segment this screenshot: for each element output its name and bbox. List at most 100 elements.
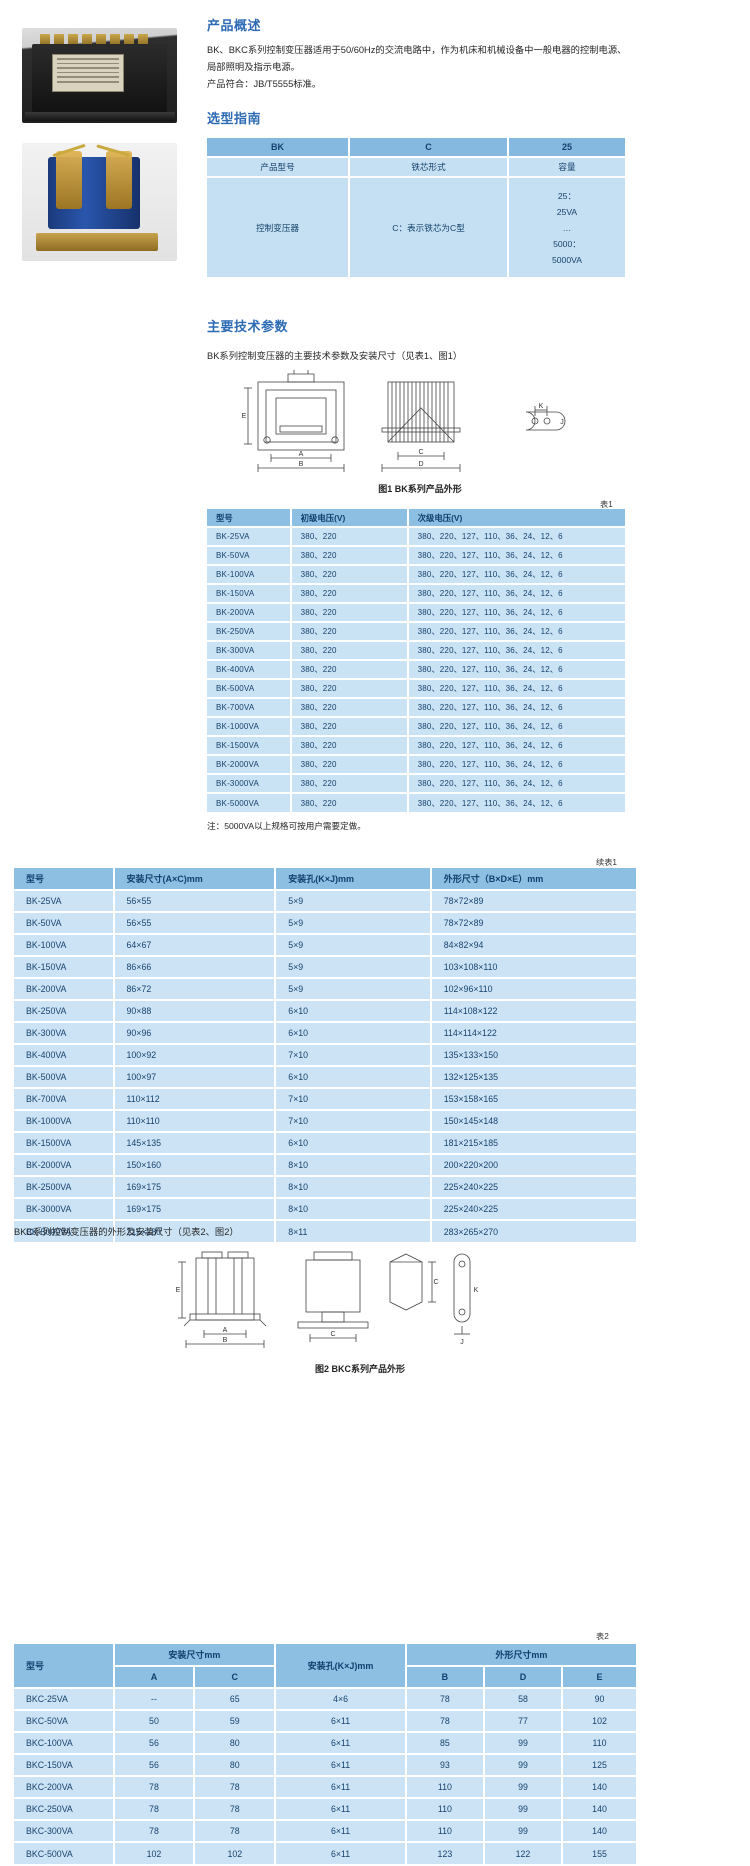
table-row: BK-3000VA 380、220 380、220、127、110、36、24、12… bbox=[207, 773, 625, 793]
table-cell-r5-c2: 6×10 bbox=[275, 999, 432, 1022]
table-cell-r5-c4: 110 bbox=[405, 1797, 485, 1820]
fig1-label-b: B bbox=[299, 461, 304, 468]
table-cell-r14-c0: BK-3000VA bbox=[14, 1197, 115, 1220]
table-cell-r7-c0: BKC-500VA bbox=[14, 1841, 115, 1864]
table-cell-r2-c0: BK-100VA bbox=[14, 933, 115, 956]
selection-guide-heading: 选型指南 bbox=[207, 111, 262, 126]
table-cell-r7-c0: BK-400VA bbox=[14, 1043, 115, 1066]
table-cell-r10-c2: 7×10 bbox=[275, 1109, 432, 1132]
table-cell-r0-c1: 56×55 bbox=[113, 889, 277, 912]
table-cell-r15-c1: 215×180 bbox=[113, 1219, 277, 1242]
table-cell-r14-c1: 380、220 bbox=[290, 792, 409, 812]
table-cell-r7-c6: 155 bbox=[562, 1841, 636, 1864]
table-row: BKC-50VA 50 59 6×11 78 77 102 bbox=[14, 1709, 636, 1732]
table-cell-r7-c5: 122 bbox=[483, 1841, 564, 1864]
table-cell-r5-c1: 380、220 bbox=[290, 621, 409, 641]
table-cell-r6-c6: 140 bbox=[562, 1819, 636, 1842]
t2-header-hole: 安装孔(K×J)mm bbox=[275, 868, 432, 890]
table-row: 控制变压器 C：表示铁芯为C型 25： 25VA … 5000： 5000VA bbox=[207, 176, 625, 277]
bk-dimension-table: 型号 安装尺寸(A×C)mm 安装孔(K×J)mm 外形尺寸（B×D×E）mm … bbox=[14, 868, 636, 1242]
table-cell-r12-c0: BK-2000VA bbox=[207, 754, 292, 774]
table-cell-r5-c3: 6×11 bbox=[275, 1797, 407, 1820]
table-row: BK-250VA 90×88 6×10 114×108×122 bbox=[14, 999, 636, 1022]
table-cell-r1-c1: 380、220 bbox=[290, 545, 409, 565]
t1-header-secondary: 次级电压(V) bbox=[407, 509, 625, 527]
table-cell-r10-c3: 150×145×148 bbox=[430, 1109, 636, 1132]
table-cell-r3-c3: 6×11 bbox=[275, 1753, 407, 1776]
sel-cell-model-type: 产品型号 bbox=[207, 156, 351, 177]
table-cell-r1-c1: 50 bbox=[113, 1709, 196, 1732]
table-cell-r9-c1: 110×112 bbox=[113, 1087, 277, 1110]
overview-heading: 产品概述 bbox=[207, 18, 262, 33]
table-cell-r3-c0: BKC-150VA bbox=[14, 1753, 115, 1776]
table-cell-r0-c0: BKC-25VA bbox=[14, 1687, 115, 1710]
table-row: BKC-250VA 78 78 6×11 110 99 140 bbox=[14, 1797, 636, 1820]
table-row: BK-25VA 380、220 380、220、127、110、36、24、12、6 bbox=[207, 526, 625, 546]
sel-cell-capacity-range: 25： 25VA … 5000： 5000VA bbox=[507, 176, 625, 277]
table-cell-r6-c2: 78 bbox=[194, 1819, 277, 1842]
t3-subheader-b: B bbox=[405, 1666, 485, 1689]
capacity-line: 25VA bbox=[556, 206, 578, 217]
table-cell-r4-c4: 110 bbox=[405, 1775, 485, 1798]
table-cell-r3-c2: 80 bbox=[194, 1753, 277, 1776]
table-row: BK-1000VA 110×110 7×10 150×145×148 bbox=[14, 1109, 636, 1132]
table-row: BK-5000VA 380、220 380、220、127、110、36、24、12… bbox=[207, 792, 625, 812]
table-row: BK-700VA 110×112 7×10 153×158×165 bbox=[14, 1087, 636, 1110]
table-cell-r10-c1: 110×110 bbox=[113, 1109, 277, 1132]
table-cell-r1-c0: BKC-50VA bbox=[14, 1709, 115, 1732]
t2-header-mount: 安装尺寸(A×C)mm bbox=[113, 868, 277, 890]
table-cell-r12-c2: 8×10 bbox=[275, 1153, 432, 1176]
table-cell-r14-c2: 8×10 bbox=[275, 1197, 432, 1220]
table-cell-r0-c3: 4×6 bbox=[275, 1687, 407, 1710]
table-row: BKC-200VA 78 78 6×11 110 99 140 bbox=[14, 1775, 636, 1798]
table-cell-r5-c0: BK-250VA bbox=[207, 621, 292, 641]
bkc-intro: BKC系列控制变压器的外形及安装尺寸（见表2、图2） bbox=[14, 1227, 239, 1237]
table-cell-r13-c1: 380、220 bbox=[290, 773, 409, 793]
capacity-line: 5000VA bbox=[551, 254, 582, 265]
table-cell-r15-c3: 283×265×270 bbox=[430, 1219, 636, 1242]
table1-tag: 表1 bbox=[600, 500, 613, 509]
table-cell-r10-c0: BK-1000VA bbox=[14, 1109, 115, 1132]
t3-header-outline: 外形尺寸mm bbox=[405, 1644, 636, 1667]
table-cell-r4-c0: BK-200VA bbox=[14, 977, 115, 1000]
table-row: BKC-100VA 56 80 6×11 85 99 110 bbox=[14, 1731, 636, 1754]
table-cell-r6-c5: 99 bbox=[483, 1819, 564, 1842]
table-cell-r3-c1: 56 bbox=[113, 1753, 196, 1776]
table-row: BK-2000VA 380、220 380、220、127、110、36、24、12… bbox=[207, 754, 625, 774]
fig1-label-e: E bbox=[242, 413, 247, 420]
sel-cell-core-form: 铁芯形式 bbox=[349, 156, 509, 177]
sel-header-bk: BK bbox=[207, 138, 351, 157]
table-cell-r8-c1: 380、220 bbox=[290, 678, 409, 698]
tech-params-heading: 主要技术参数 bbox=[207, 319, 289, 334]
table-cell-r11-c3: 181×215×185 bbox=[430, 1131, 636, 1154]
table-cell-r10-c1: 380、220 bbox=[290, 716, 409, 736]
table-cell-r2-c1: 56 bbox=[113, 1731, 196, 1754]
table-cell-r11-c1: 380、220 bbox=[290, 735, 409, 755]
capacity-line: 25： bbox=[557, 190, 577, 201]
table-row: BK-250VA 380、220 380、220、127、110、36、24、12、… bbox=[207, 621, 625, 641]
table-cell-r8-c1: 100×97 bbox=[113, 1065, 277, 1088]
table-cell-r14-c1: 169×175 bbox=[113, 1197, 277, 1220]
table-cell-r7-c2: 7×10 bbox=[275, 1043, 432, 1066]
table-cell-r3-c1: 86×66 bbox=[113, 955, 277, 978]
table-cell-r9-c0: BK-700VA bbox=[14, 1087, 115, 1110]
table-cell-r2-c1: 380、220 bbox=[290, 564, 409, 584]
table-cell-r9-c2: 7×10 bbox=[275, 1087, 432, 1110]
table-cell-r4-c2: 5×9 bbox=[275, 977, 432, 1000]
table-cell-r4-c0: BKC-200VA bbox=[14, 1775, 115, 1798]
table-cell-r1-c0: BK-50VA bbox=[14, 911, 115, 934]
table-row: BK-50VA 56×55 5×9 78×72×89 bbox=[14, 911, 636, 934]
table-row: BKC-500VA 102 102 6×11 123 122 155 bbox=[14, 1841, 636, 1864]
table-cell-r4-c1: 78 bbox=[113, 1775, 196, 1798]
table-header-row: 型号 安装尺寸(A×C)mm 安装孔(K×J)mm 外形尺寸（B×D×E）mm bbox=[14, 868, 636, 890]
sel-header-c: C bbox=[349, 138, 509, 157]
table-cell-r2-c2: 80 bbox=[194, 1731, 277, 1754]
table-cell-r2-c6: 110 bbox=[562, 1731, 636, 1754]
table-cell-r7-c2: 102 bbox=[194, 1841, 277, 1864]
table-cell-r0-c0: BK-25VA bbox=[207, 526, 292, 546]
table-cell-r0-c6: 90 bbox=[562, 1687, 636, 1710]
table-cell-r8-c3: 132×125×135 bbox=[430, 1065, 636, 1088]
table-cell-r7-c3: 6×11 bbox=[275, 1841, 407, 1864]
table-cell-r1-c5: 77 bbox=[483, 1709, 564, 1732]
table-cell-r11-c1: 145×135 bbox=[113, 1131, 277, 1154]
